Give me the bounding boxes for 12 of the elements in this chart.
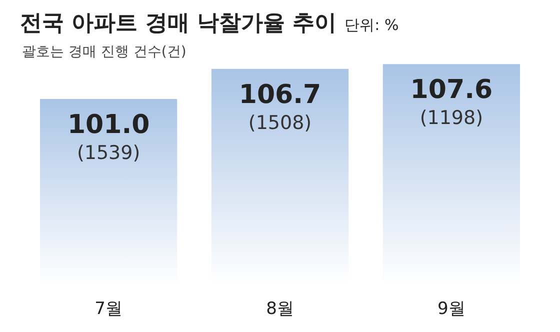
x-tick-label: 7월 <box>94 299 122 319</box>
data-label: 107.6 <box>410 75 493 106</box>
data-label: 101.0 <box>67 110 150 140</box>
annotation: (1508) <box>248 112 312 134</box>
annotation: (1198) <box>420 107 484 130</box>
chart-subtitle: 괄호는 경매 진행 건수(건) <box>22 44 186 60</box>
chart-title: 전국 아파트 경매 낙찰가율 추이 <box>20 11 337 36</box>
x-tick-label: 9월 <box>438 299 466 319</box>
text: 단위: % <box>344 16 399 34</box>
data-label: 106.7 <box>238 80 322 110</box>
annotation: (1539) <box>76 142 140 164</box>
x-tick-label: 8월 <box>266 299 294 319</box>
